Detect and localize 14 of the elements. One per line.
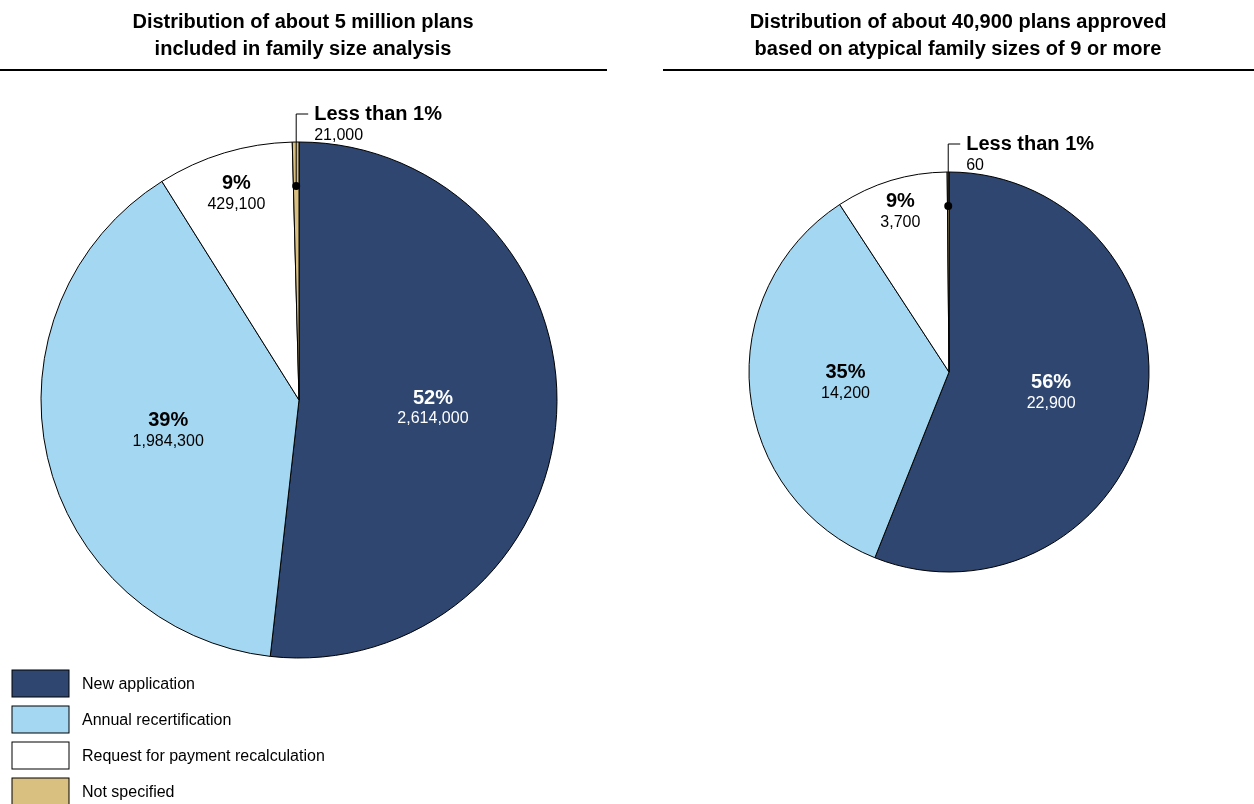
data-label: Less than 1% 60 <box>966 132 1095 173</box>
chart-title: Distribution of about 40,900 plans approved based on atypical family sizes of 9 or more <box>749 10 1167 59</box>
data-label: 9% 429,100 <box>207 170 266 212</box>
data-label: 52% 2,614,000 <box>397 385 469 427</box>
legend-label: Not specified <box>82 783 175 800</box>
legend-label: Annual recertification <box>82 711 232 728</box>
chart-title: Distribution of about 5 million plans included in family size analysis <box>132 10 474 59</box>
legend-label: New application <box>82 675 195 692</box>
data-label: Less than 1% 21,000 <box>314 102 443 143</box>
data-label: 39% 1,984,300 <box>132 407 204 449</box>
data-label: 35% 14,200 <box>821 360 871 402</box>
data-label: 56% 22,900 <box>1026 369 1076 411</box>
legend-label: Request for payment recalculation <box>82 747 325 764</box>
data-label: 9% 3,700 <box>880 189 921 231</box>
